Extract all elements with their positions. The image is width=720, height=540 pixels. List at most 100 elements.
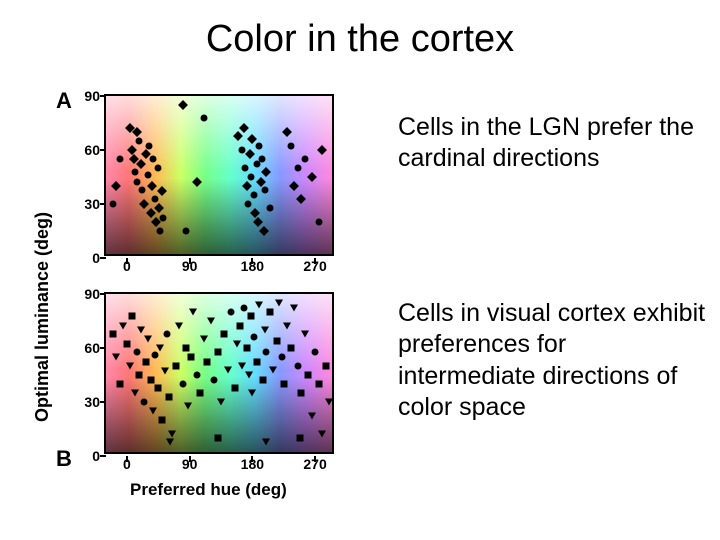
data-point xyxy=(129,312,136,319)
data-point xyxy=(166,438,174,445)
data-point xyxy=(131,390,139,397)
data-point xyxy=(243,345,250,352)
data-point xyxy=(116,381,123,388)
xtick: 90 xyxy=(182,254,198,274)
data-point xyxy=(136,159,146,169)
data-point xyxy=(325,399,333,406)
data-point xyxy=(278,354,285,361)
data-point xyxy=(132,127,142,137)
panel-b: 0306090090180270 xyxy=(104,292,334,454)
data-point xyxy=(317,145,327,155)
panel-b-label: B xyxy=(56,446,72,472)
data-point xyxy=(137,327,145,334)
data-point xyxy=(250,192,257,199)
data-point xyxy=(164,330,171,337)
data-point xyxy=(238,363,246,370)
data-point xyxy=(245,201,252,208)
data-point xyxy=(318,431,326,438)
data-point xyxy=(294,165,301,172)
data-point xyxy=(266,204,273,211)
annotation-cortex: Cells in visual cortex exhibit preferenc… xyxy=(398,298,708,423)
xtick: 0 xyxy=(123,254,131,274)
y-axis-label: Optimal luminance (deg) xyxy=(32,212,53,422)
data-point xyxy=(143,359,150,366)
data-point xyxy=(256,177,266,187)
data-point xyxy=(263,348,270,355)
data-point xyxy=(160,215,167,222)
data-point xyxy=(305,372,312,379)
data-point xyxy=(307,172,317,182)
data-point xyxy=(112,181,122,191)
data-point xyxy=(189,309,197,316)
plot-a: 0306090090180270 xyxy=(104,94,334,256)
data-point xyxy=(200,336,208,343)
data-point xyxy=(301,156,308,163)
data-point xyxy=(261,327,269,334)
data-point xyxy=(245,372,253,379)
data-point xyxy=(158,417,165,424)
data-point xyxy=(296,435,303,442)
data-point xyxy=(236,323,243,330)
data-point xyxy=(197,390,204,397)
data-point xyxy=(109,201,116,208)
data-point xyxy=(273,337,280,344)
data-point xyxy=(259,226,269,236)
data-point xyxy=(266,309,273,316)
data-point xyxy=(154,165,161,172)
data-point xyxy=(128,145,138,155)
data-point xyxy=(262,438,270,445)
data-point xyxy=(301,330,309,337)
page-title: Color in the cortex xyxy=(0,18,720,61)
data-point xyxy=(126,363,134,370)
data-point xyxy=(184,402,192,409)
data-point xyxy=(133,179,140,186)
data-point xyxy=(253,161,260,168)
data-point xyxy=(308,413,316,420)
xtick: 180 xyxy=(241,254,264,274)
data-point xyxy=(255,301,263,308)
data-point xyxy=(298,390,305,397)
data-point xyxy=(233,131,243,141)
data-point xyxy=(188,354,195,361)
figure-area: Optimal luminance (deg) A 03060900901802… xyxy=(26,90,366,510)
data-point xyxy=(150,156,157,163)
data-point xyxy=(116,156,123,163)
data-point xyxy=(155,384,162,391)
annotation-lgn: Cells in the LGN prefer the cardinal dir… xyxy=(398,112,708,175)
data-point xyxy=(147,181,157,191)
plot-b: 0306090090180270 xyxy=(104,292,334,454)
data-point xyxy=(312,348,319,355)
data-point xyxy=(239,123,249,133)
data-point xyxy=(134,348,141,355)
data-point xyxy=(183,345,190,352)
data-point xyxy=(204,359,211,366)
data-point xyxy=(247,134,257,144)
data-point xyxy=(151,352,158,359)
panel-a: 0306090090180270 xyxy=(104,94,334,256)
data-point xyxy=(247,174,254,181)
data-point xyxy=(287,345,294,352)
data-point xyxy=(146,208,156,218)
data-point xyxy=(136,372,143,379)
data-point xyxy=(233,341,241,348)
data-point xyxy=(253,217,263,227)
data-point xyxy=(241,305,248,312)
data-point xyxy=(238,147,245,154)
data-point xyxy=(161,368,169,375)
data-point xyxy=(151,195,158,202)
data-point xyxy=(211,377,218,384)
data-point xyxy=(193,372,200,379)
data-point xyxy=(157,186,167,196)
data-point xyxy=(289,181,299,191)
data-point xyxy=(287,143,294,150)
data-point xyxy=(259,156,266,163)
data-point xyxy=(221,330,228,337)
data-point xyxy=(217,399,225,406)
data-point xyxy=(149,408,157,415)
data-point xyxy=(179,381,186,388)
data-point xyxy=(156,345,164,352)
data-point xyxy=(315,381,322,388)
data-point xyxy=(261,167,271,177)
xtick: 90 xyxy=(182,452,198,472)
data-point xyxy=(248,390,256,397)
